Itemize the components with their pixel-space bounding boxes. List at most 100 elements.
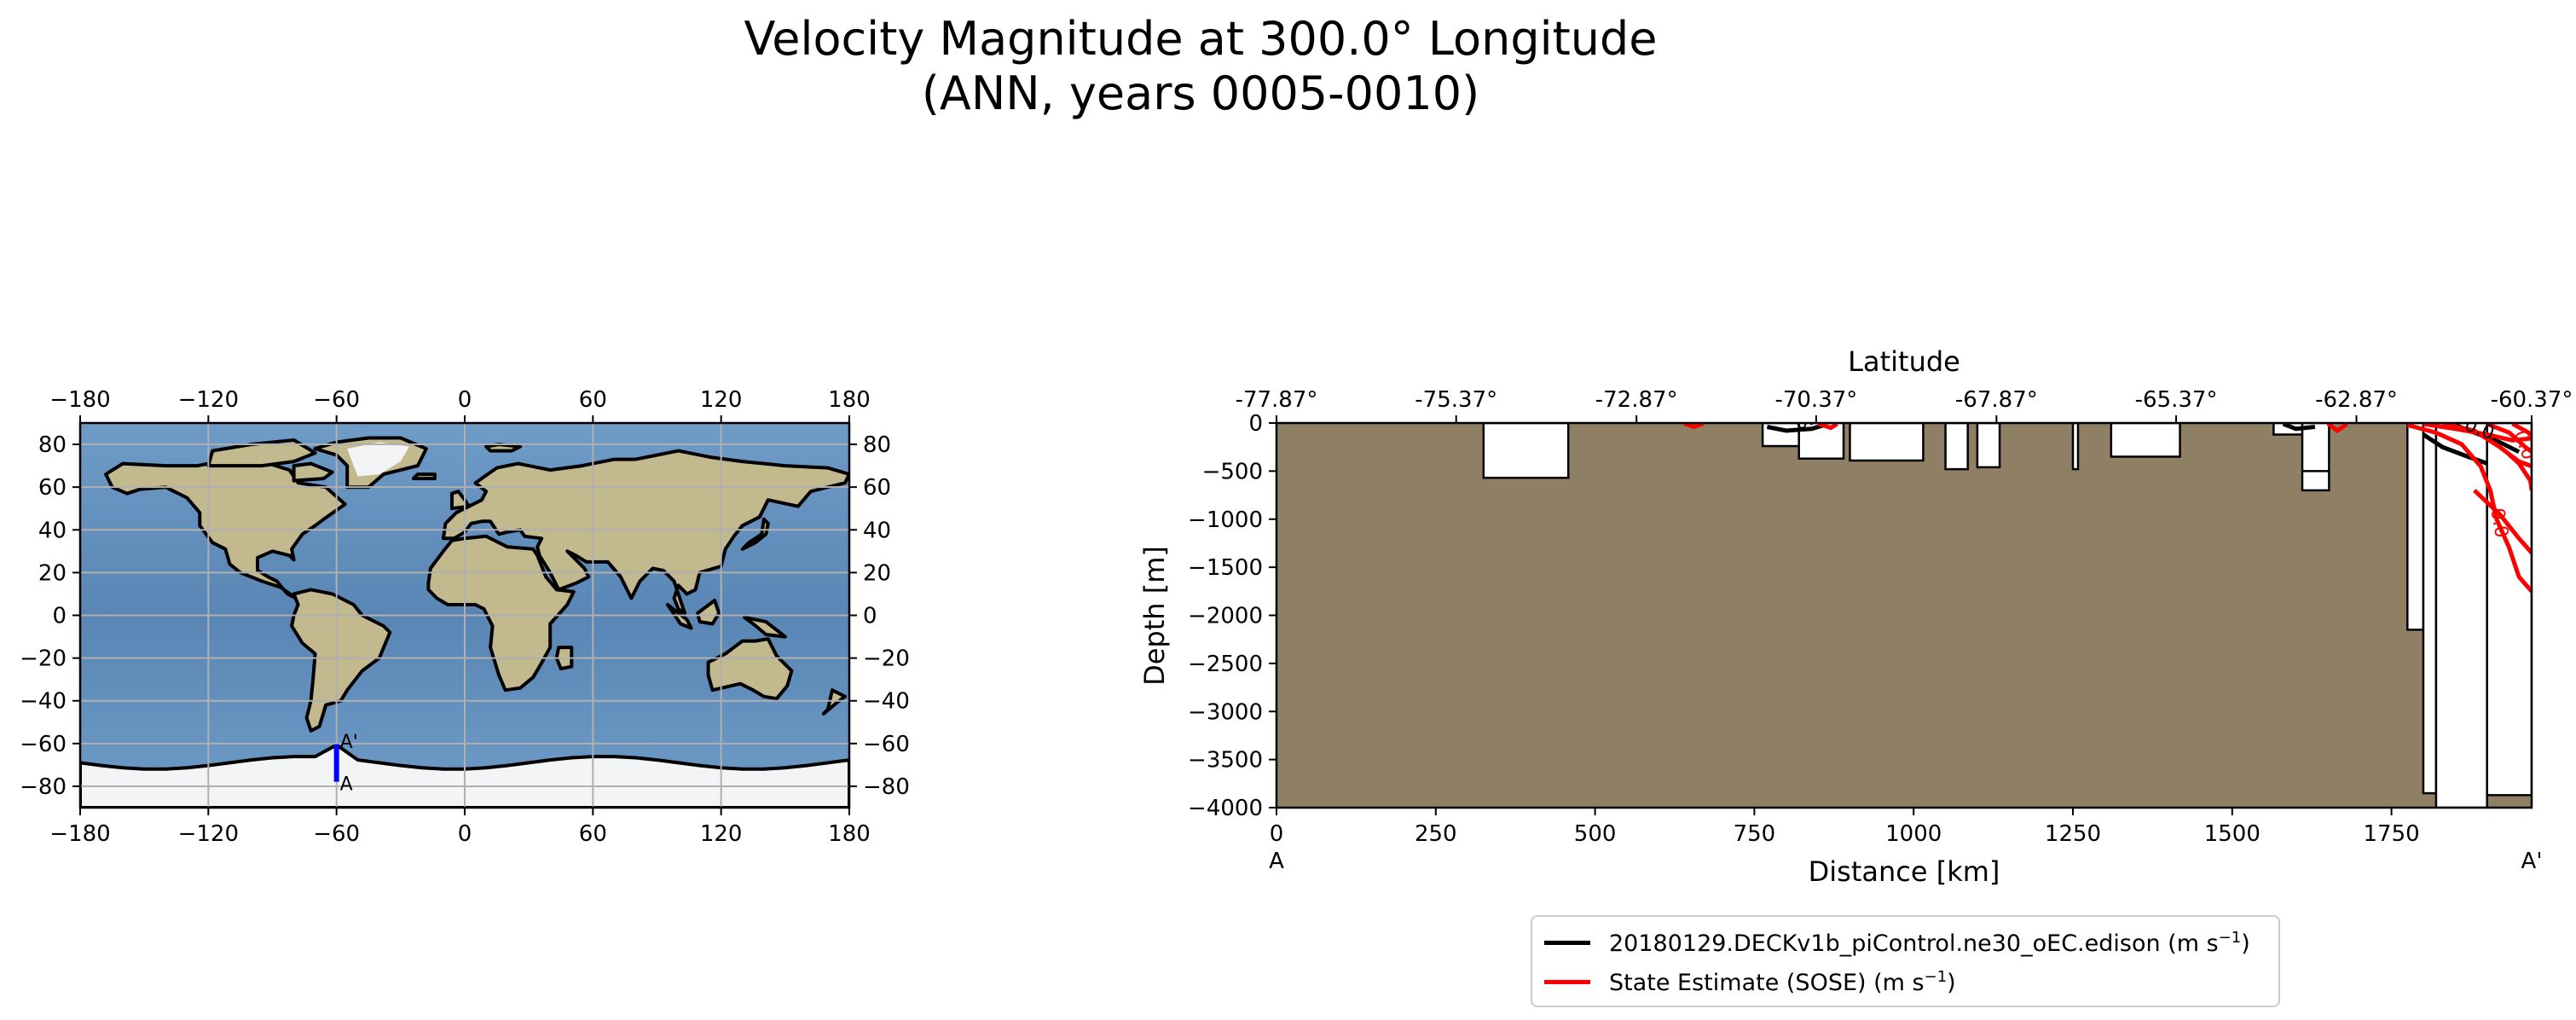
map-ytick-label-right: 40 xyxy=(863,518,891,543)
map-xtick-label-top: 120 xyxy=(700,387,743,413)
continent-indonesia-borneo xyxy=(696,599,721,626)
transect-start-label: A xyxy=(340,774,353,796)
contour-model xyxy=(1766,423,1826,433)
section-ytick-label: −2000 xyxy=(1188,604,1263,629)
contour-obs xyxy=(2326,423,2348,434)
water-region xyxy=(1944,423,1969,471)
section-start-label: A xyxy=(1269,849,1284,874)
continent-south-america xyxy=(290,588,392,733)
map-ytick-label-left: 40 xyxy=(38,518,67,543)
legend-swatch-obs xyxy=(1544,979,1590,984)
continent-japan xyxy=(740,517,770,551)
legend-swatch-model xyxy=(1544,940,1590,945)
continent-baffin xyxy=(292,461,334,483)
map-ytick-label-left: 0 xyxy=(52,604,67,629)
map-ytick-label-left: −40 xyxy=(20,689,67,715)
section-ytick-label: −2500 xyxy=(1188,652,1263,677)
map-xtick-label-bottom: 180 xyxy=(828,821,871,847)
contour-obs xyxy=(2486,423,2532,454)
section-top-tick-label: -75.37° xyxy=(1415,387,1497,413)
map-ytick-label-left: 60 xyxy=(38,475,67,501)
section-xtick-label: 750 xyxy=(1734,821,1776,847)
contour-obs xyxy=(2473,489,2532,554)
section-ticks: 0 250 500 750 1000 1250 1500 1750 0 −500 −1000 −150… xyxy=(1188,387,2573,847)
map-ytick-label-right: −60 xyxy=(863,732,910,757)
water-region xyxy=(2406,423,2425,631)
map-ytick-label-right: −80 xyxy=(863,774,910,800)
section-xtick-label: 1500 xyxy=(2204,821,2261,847)
continent-svalbard xyxy=(484,443,523,453)
map-transect: A A' xyxy=(333,732,358,796)
section-top-tick-label: -62.87° xyxy=(2315,387,2398,413)
map-xtick-label-bottom: −60 xyxy=(313,821,360,847)
section-ytick-label: −500 xyxy=(1202,459,1263,484)
section-ytick-label: −1000 xyxy=(1188,507,1263,533)
map-ytick-label-left: −80 xyxy=(20,774,67,800)
section-ytick-label: 0 xyxy=(1248,411,1263,437)
water-region xyxy=(2301,423,2330,492)
water-region xyxy=(2434,423,2488,808)
continent-north-america xyxy=(104,457,347,600)
map-ytick-label-right: 80 xyxy=(863,432,891,458)
map-xtick-label-bottom: 120 xyxy=(700,821,743,847)
map-grid xyxy=(80,423,849,808)
continent-iceland xyxy=(411,472,437,481)
contour-label-obs: 0.0 xyxy=(2486,507,2512,540)
legend-label-obs: State Estimate (SOSE) (m s−1) xyxy=(1609,967,1956,996)
map-ytick-label-left: 20 xyxy=(38,560,67,586)
section-top-xlabel: Latitude xyxy=(1848,345,1960,378)
map-xtick-label-top: −60 xyxy=(313,387,360,413)
map-xtick-label-top: −180 xyxy=(49,387,110,413)
section-xtick-label: 1750 xyxy=(2364,821,2420,847)
greenland-ice xyxy=(347,442,409,477)
water-region xyxy=(2486,423,2532,797)
map-xtick-label-top: 180 xyxy=(828,387,871,413)
section-panel: 0.0 0.00.00.0 0 250 500 750 1000 1250 1500 17500… xyxy=(1138,345,2573,888)
section-xtick-label: 1000 xyxy=(1885,821,1942,847)
legend-entry-model: 20180129.DECKv1b_piControl.ne30_oEC.edis… xyxy=(1544,925,2250,959)
map-ytick-label-left: −20 xyxy=(20,646,67,672)
contour-obs xyxy=(2511,423,2532,437)
map-ytick-label-right: −20 xyxy=(863,646,910,672)
water-region xyxy=(2110,423,2181,458)
water-region xyxy=(2422,423,2438,795)
section-ytick-label: −4000 xyxy=(1188,796,1263,821)
continent-new-zealand xyxy=(821,688,847,716)
water-region xyxy=(2071,423,2080,471)
map-xtick-label-top: −120 xyxy=(178,387,239,413)
section-top-tick-label: -67.87° xyxy=(1955,387,2038,413)
map-xtick-label-bottom: −120 xyxy=(178,821,239,847)
contour-model xyxy=(2282,423,2316,432)
water-region xyxy=(1976,423,2001,469)
legend-label-model: 20180129.DECKv1b_piControl.ne30_oEC.edis… xyxy=(1609,928,2250,957)
contour-obs xyxy=(2406,423,2532,593)
section-xtick-label: 0 xyxy=(1270,821,1284,847)
continent-arctic-islands xyxy=(206,438,317,468)
map-ytick-label-right: 20 xyxy=(863,560,891,586)
section-ytick-label: −1500 xyxy=(1188,555,1263,581)
map-xtick-label-bottom: 60 xyxy=(579,821,607,847)
section-end-label: A' xyxy=(2521,849,2543,874)
section-xtick-label: 500 xyxy=(1574,821,1617,847)
contour-obs xyxy=(1683,423,1705,430)
transect-end-label: A' xyxy=(340,732,358,753)
map-xtick-label-bottom: −180 xyxy=(49,821,110,847)
contour-obs xyxy=(1817,423,1838,431)
map-xtick-label-top: 60 xyxy=(579,387,607,413)
figure-title-line1: Velocity Magnitude at 300.0° Longitude xyxy=(744,12,1658,66)
map-ytick-label-right: 0 xyxy=(863,604,877,629)
figure-title-line2: (ANN, years 0005-0010) xyxy=(921,67,1480,120)
section-ytick-label: −3000 xyxy=(1188,699,1263,725)
section-top-tick-label: -77.87° xyxy=(1236,387,1318,413)
map-xtick-label-top: 0 xyxy=(458,387,472,413)
map-xtick-label-bottom: 0 xyxy=(458,821,472,847)
bathymetry-land xyxy=(1276,423,2532,808)
map-panel: −180 −180 −120 −120 −60 −60 0 0 60 60 120 120 180 180… xyxy=(20,387,910,847)
contour-obs xyxy=(2441,423,2532,469)
map-ytick-label-left: −60 xyxy=(20,732,67,757)
map-ytick-label-left: 80 xyxy=(38,432,67,458)
map-ytick-label-right: −40 xyxy=(863,689,910,715)
map-ticks: −180 −180 −120 −120 −60 −60 0 0 60 60 120 120 180 180… xyxy=(20,387,910,847)
continent-new-guinea xyxy=(743,616,787,639)
